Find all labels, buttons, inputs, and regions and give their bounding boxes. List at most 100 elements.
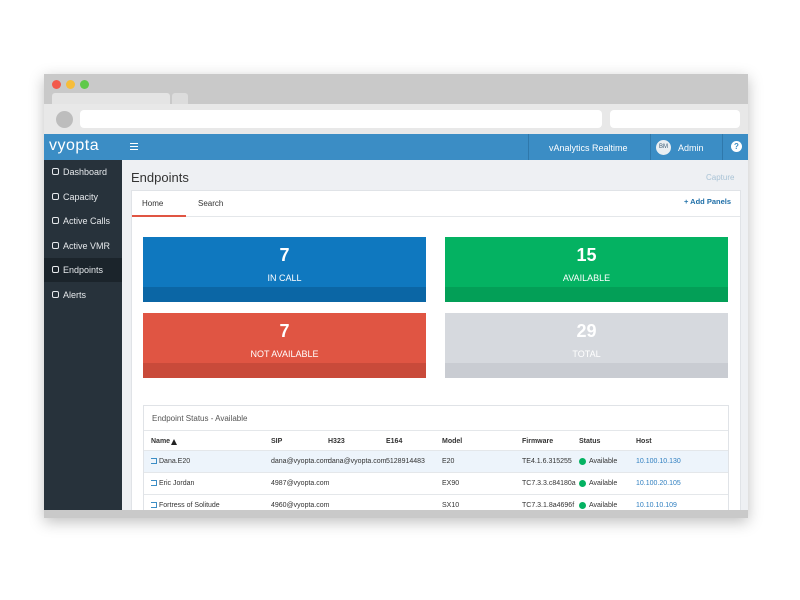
status-dot [579, 458, 586, 465]
tile-strip [143, 363, 426, 378]
row-icon [151, 458, 157, 464]
app-header: vyopta vAnalytics Realtime BM Admin ? [44, 134, 748, 160]
cell-host: 10.100.20.105 [636, 480, 681, 487]
cell-status: Available [589, 480, 618, 487]
column-header[interactable]: Name [151, 438, 171, 445]
cell-host: 10.100.10.130 [636, 458, 681, 465]
cell-model: SX10 [442, 502, 460, 509]
nav-icon [52, 168, 59, 175]
divider [528, 134, 529, 160]
tile-value: 29 [576, 321, 597, 341]
nav-item[interactable]: Endpoints [44, 258, 122, 282]
tile-strip [445, 363, 728, 378]
cell-sip: 4960@vyopta.com [271, 502, 330, 509]
cell-name: Fortress of Solitude [159, 502, 220, 509]
menu-toggle[interactable] [130, 143, 138, 150]
tile-label: NOT AVAILABLE [250, 349, 319, 359]
close-button[interactable] [52, 80, 61, 89]
stat-tile[interactable]: 29 TOTAL [445, 313, 728, 378]
cell-e164: 5128914483 [386, 458, 425, 465]
nav-label[interactable]: Active Calls [63, 216, 111, 226]
capture-button[interactable]: Capture [706, 173, 735, 182]
tile-label: IN CALL [267, 273, 302, 283]
cell-firmware: TE4.1.6.315255 [522, 458, 572, 465]
toolbar [44, 104, 748, 134]
sidebar: Dashboard Capacity Active Calls Active VMR E… [44, 160, 122, 510]
column-header: H323 [328, 438, 345, 445]
column-header: Firmware [522, 438, 554, 445]
tab-divider [132, 216, 740, 217]
tile-strip [445, 287, 728, 302]
search-bar[interactable] [610, 110, 740, 128]
nav-icon [52, 217, 59, 224]
cell-host: 10.10.10.109 [636, 502, 677, 509]
add-panels[interactable]: + Add Panels [684, 197, 732, 206]
nav-icon [52, 241, 59, 249]
sort-icon[interactable] [171, 439, 177, 445]
table-row[interactable]: Dana.E20 dana@vyopta.com dana@vyopta.com 51… [144, 450, 728, 472]
browser-tab[interactable] [52, 93, 170, 104]
nav-item[interactable]: Capacity [44, 185, 122, 209]
column-header: Model [442, 438, 463, 445]
nav-label[interactable]: Dashboard [63, 167, 108, 177]
nav-label[interactable]: Capacity [63, 191, 99, 202]
address-bar[interactable] [80, 110, 602, 128]
stat-tile[interactable]: 7 NOT AVAILABLE [143, 313, 426, 378]
cell-firmware: TC7.3.1.8a4696f [522, 502, 575, 509]
browser-window: vyopta vAnalytics Realtime BM Admin ? Da… [44, 74, 748, 518]
nav-icon [52, 192, 59, 200]
divider [650, 134, 651, 160]
new-tab[interactable] [172, 93, 188, 104]
tab[interactable]: Search [198, 199, 224, 208]
tab-underline [132, 215, 186, 217]
analytics-menu[interactable]: vAnalytics Realtime [549, 143, 628, 153]
tile-label: TOTAL [572, 349, 601, 359]
cell-model: EX90 [442, 480, 460, 487]
endpoint-table: Endpoint Status - Available Name SIP H323 E… [143, 405, 729, 510]
back-button[interactable] [56, 111, 73, 128]
cell-name: Eric Jordan [159, 480, 195, 487]
cell-model: E20 [442, 458, 455, 465]
help-button[interactable]: ? [731, 141, 742, 152]
nav-label[interactable]: Active VMR [63, 240, 111, 251]
page-title: Endpoints [131, 170, 189, 185]
table-title: Endpoint Status - Available [152, 414, 248, 423]
stat-tile[interactable]: 15 AVAILABLE [445, 237, 728, 302]
table-divider [144, 430, 728, 431]
cell-sip: dana@vyopta.com [271, 458, 330, 465]
cell-name: Dana.E20 [159, 458, 191, 465]
user-menu[interactable]: Admin [678, 143, 704, 153]
nav-label[interactable]: Endpoints [63, 265, 104, 275]
stat-tile[interactable]: 7 IN CALL [143, 237, 426, 302]
column-header: SIP [271, 438, 283, 445]
maximize-button[interactable] [80, 80, 89, 89]
tile-value: 7 [279, 321, 290, 341]
content-panel: + Add Panels Endpoint Status - Available… [131, 190, 741, 510]
column-header: Host [636, 438, 652, 445]
tile-value: 7 [279, 245, 290, 265]
table-row[interactable]: Fortress of Solitude 4960@vyopta.com SX10 T… [144, 494, 728, 510]
cell-firmware: TC7.3.3.c84180a [522, 480, 576, 487]
nav-item[interactable]: Active Calls [44, 209, 122, 233]
minimize-button[interactable] [66, 80, 75, 89]
nav-label[interactable]: Alerts [63, 289, 87, 300]
tile-value: 15 [576, 245, 597, 265]
divider [722, 134, 723, 160]
nav-icon [52, 266, 59, 273]
tab[interactable]: Home [142, 199, 164, 208]
row-icon [151, 480, 157, 486]
status-dot [579, 480, 586, 487]
table-row[interactable]: Eric Jordan 4987@vyopta.com EX90 TC7.3.3.c8… [144, 472, 728, 494]
tile-label: AVAILABLE [562, 273, 611, 283]
tile-strip [143, 287, 426, 302]
nav-item[interactable]: Dashboard [44, 160, 122, 184]
nav-item[interactable]: Active VMR [44, 234, 122, 258]
column-header: E164 [386, 438, 403, 445]
cell-h323: dana@vyopta.com [328, 458, 387, 465]
avatar[interactable]: BM [656, 140, 671, 155]
row-icon [151, 502, 157, 508]
brand[interactable]: vyopta [49, 137, 100, 154]
column-header: Status [579, 438, 601, 445]
nav-item[interactable]: Alerts [44, 283, 122, 307]
